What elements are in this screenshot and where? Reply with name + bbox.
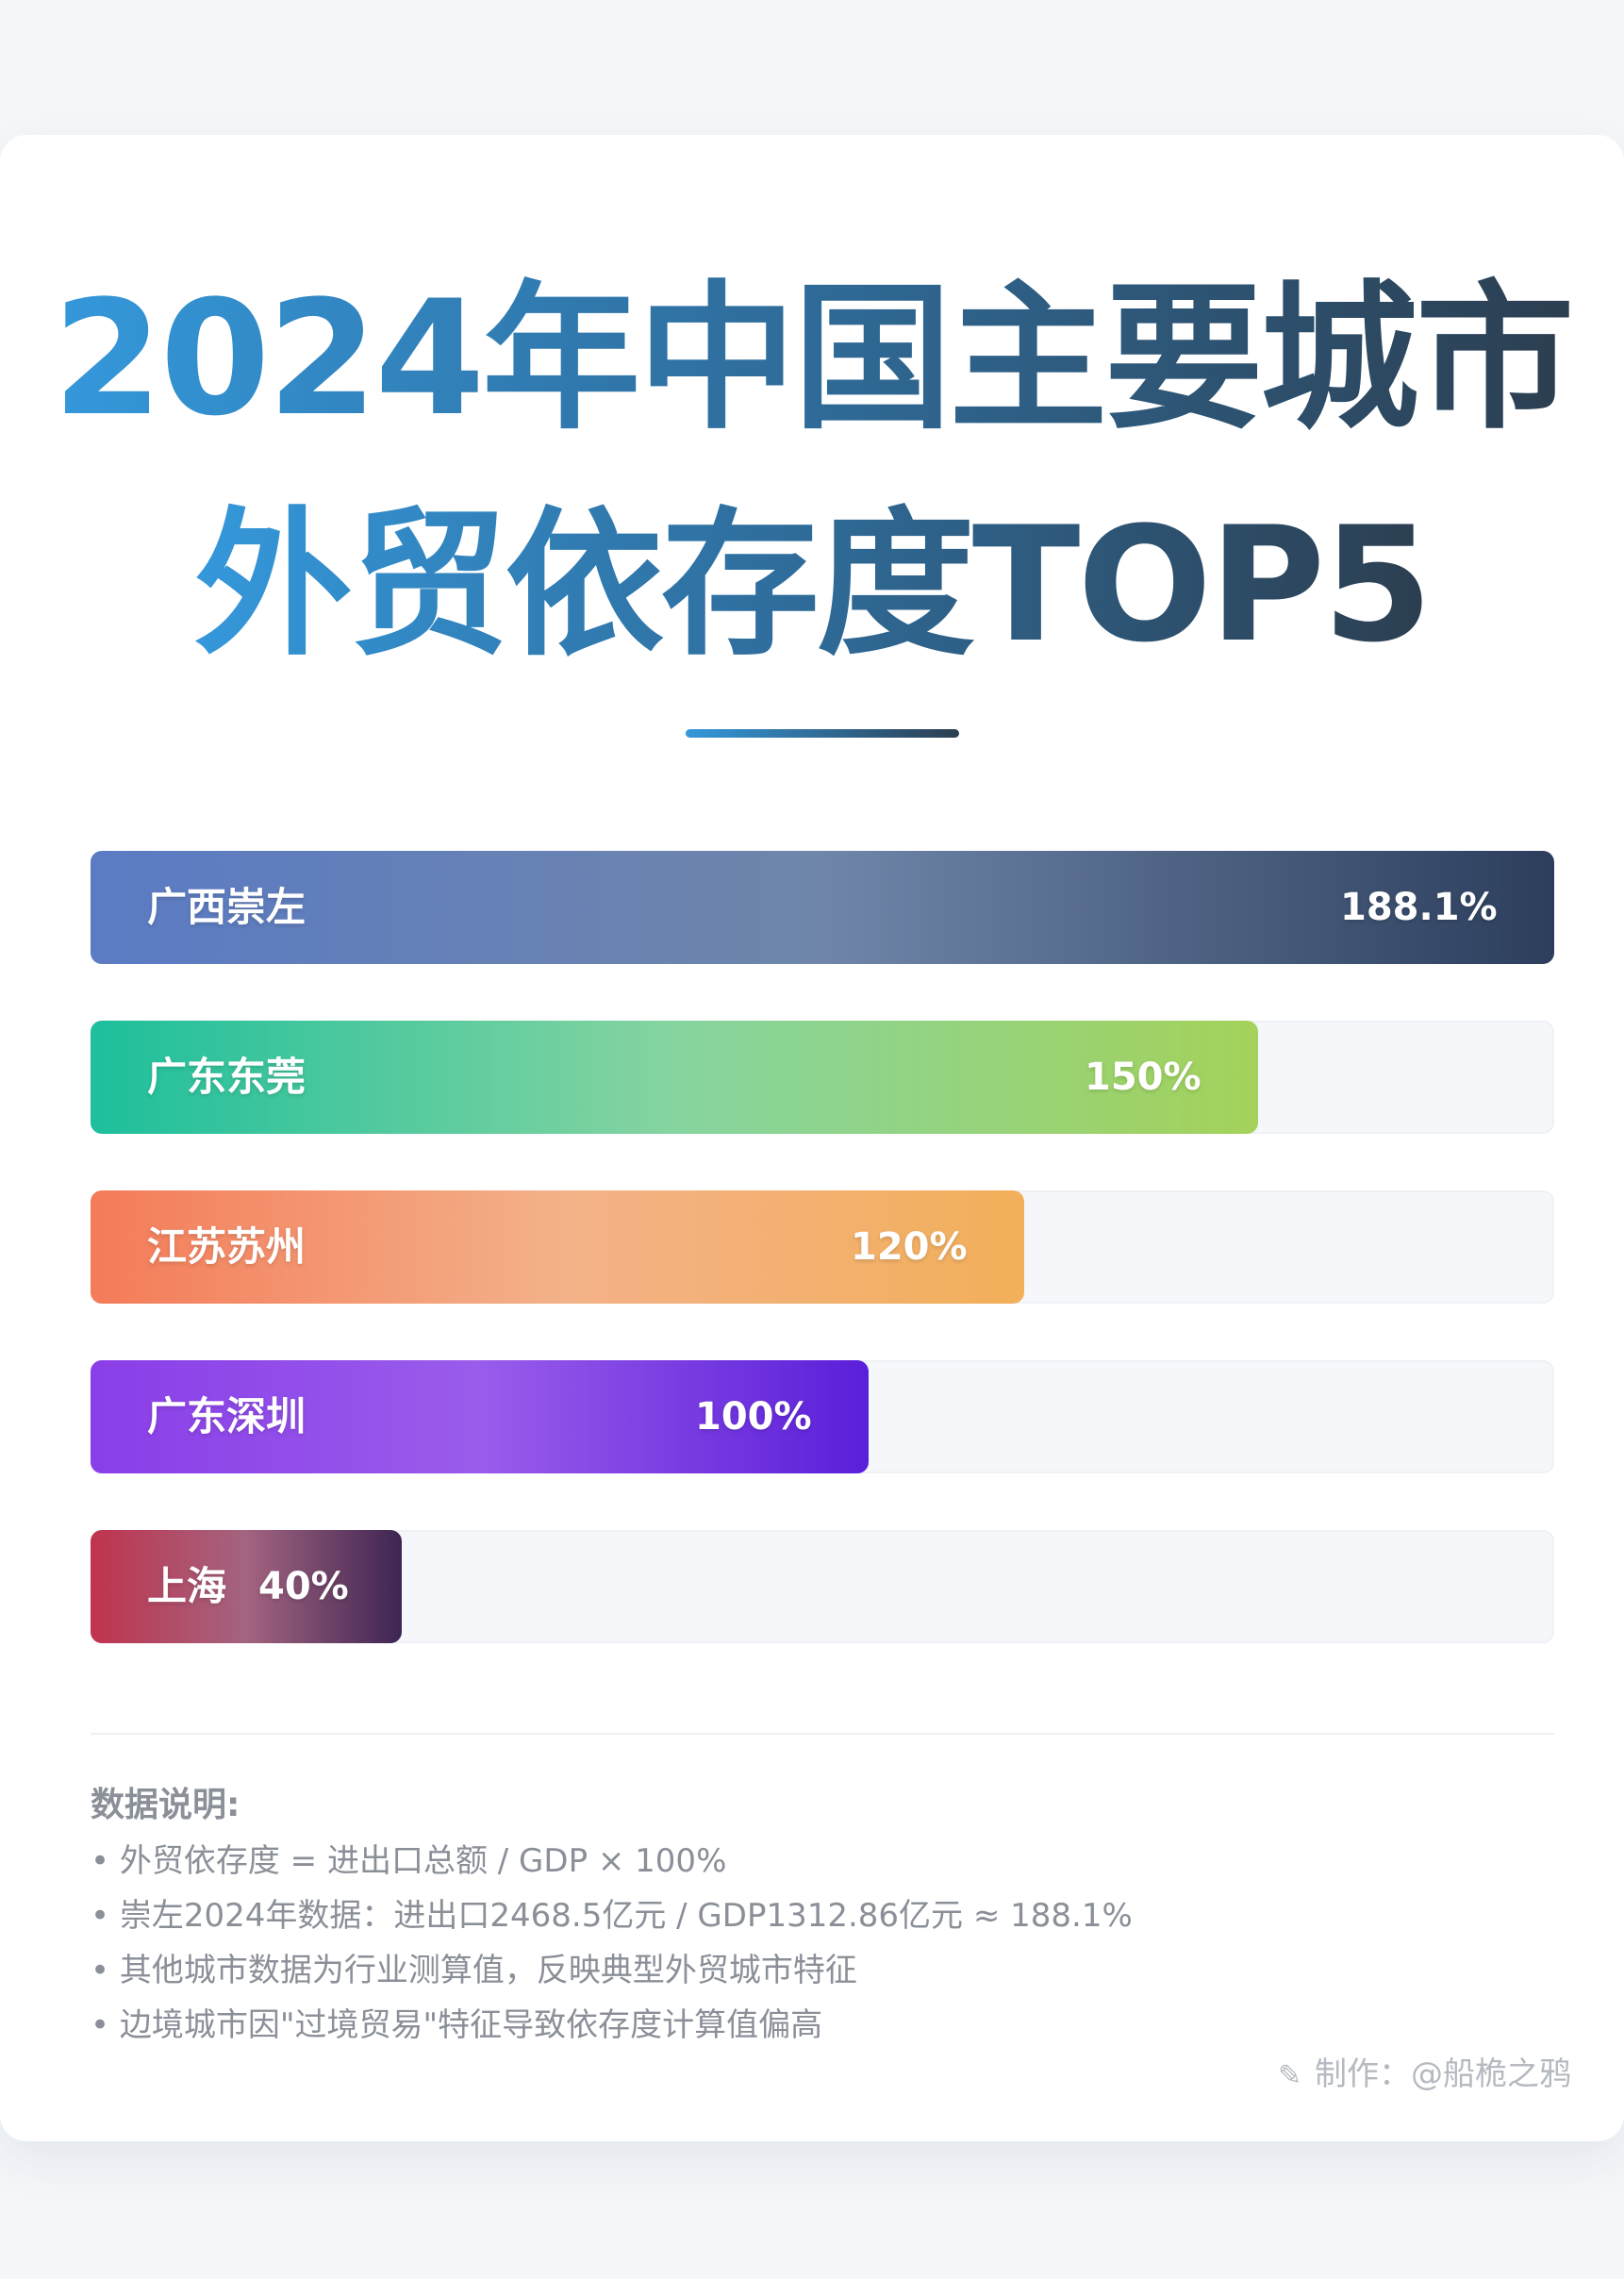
bar-category-label: 广东东莞 [147,1054,307,1100]
title-line-2-text: 外贸依存度TOP5 [193,492,1433,677]
bar-value-label: 100% [695,1395,812,1439]
section-divider [91,1733,1554,1735]
bar-value-label: 150% [1085,1056,1201,1099]
bar-category-label: 江苏苏州 [147,1223,307,1270]
bar: 广东东莞 150% [91,1021,1258,1134]
infographic-card [0,135,1624,2141]
bar-value-label: 40% [258,1565,349,1608]
bar-value-label: 188.1% [1340,886,1498,929]
bar: 广西崇左 188.1% [91,851,1554,964]
data-notes: 数据说明: • 外贸依存度 = 进出口总额 / GDP × 100% • 崇左2… [91,1781,1505,2053]
bar-track: 广东深圳 100% [91,1360,1554,1473]
bar-track: 上海 40% [91,1530,1554,1643]
note-item: • 崇左2024年数据：进出口2468.5亿元 / GDP1312.86亿元 ≈… [91,1897,1133,1935]
page-title-line-2: 外贸依存度TOP5 [0,491,1624,679]
bar-track: 广西崇左 188.1% [91,851,1554,964]
page-title-line-1: 2024年中国主要城市 [0,264,1624,453]
note-item: • 边境城市因"过境贸易"特征导致依存度计算值偏高 [91,2006,823,2044]
bar-category-label: 广东深圳 [147,1393,307,1439]
bar-value-label: 120% [851,1225,968,1269]
bar: 广东深圳 100% [91,1360,869,1473]
bar-track: 江苏苏州 120% [91,1190,1554,1304]
title-underline [686,729,959,738]
credit-text: 制作：@船桅之鸦 [1315,2055,1571,2093]
bar: 江苏苏州 120% [91,1190,1024,1304]
bar: 上海 40% [91,1530,402,1643]
notes-heading: 数据说明: [91,1786,240,1824]
title-line-1-text: 2024年中国主要城市 [52,266,1575,451]
note-item: • 其他城市数据为行业测算值，反映典型外贸城市特征 [91,1952,857,1989]
note-item: • 外贸依存度 = 进出口总额 / GDP × 100% [91,1842,727,1880]
bar-category-label: 广西崇左 [147,884,307,930]
author-credit: ✎ 制作：@船桅之鸦 [1278,2051,1571,2100]
pen-icon: ✎ [1277,2059,1301,2092]
bar-category-label: 上海 [147,1563,227,1609]
bar-track: 广东东莞 150% [91,1021,1554,1134]
